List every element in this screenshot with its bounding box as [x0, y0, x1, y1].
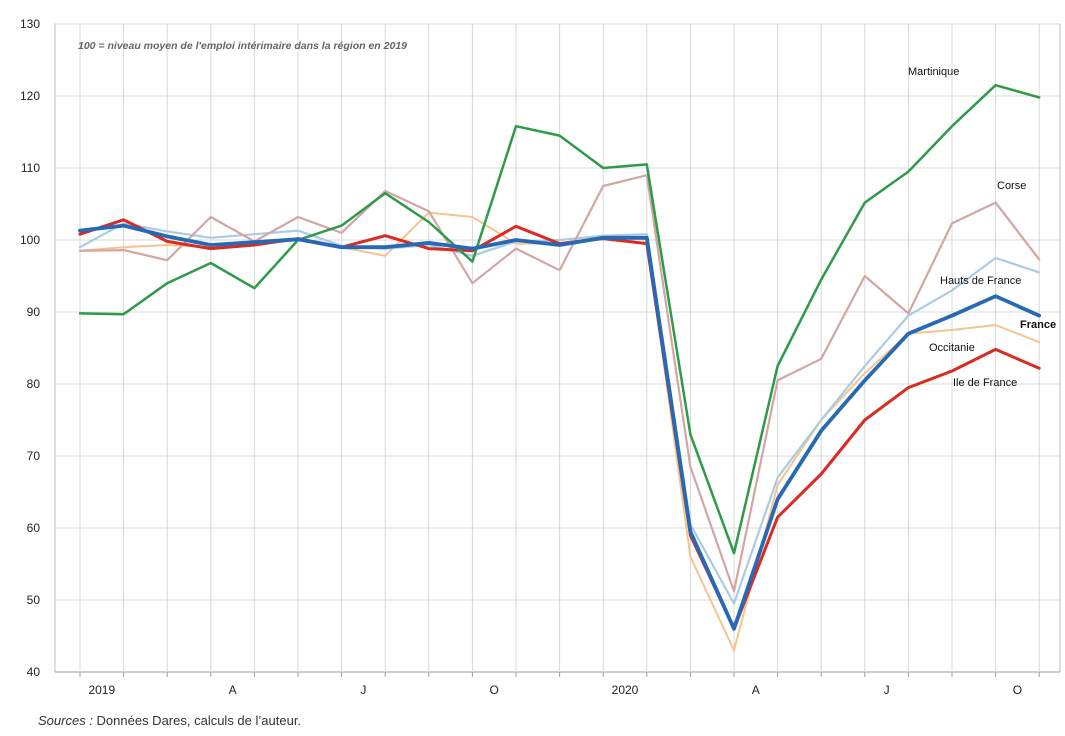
y-tick-label: 50: [27, 593, 41, 607]
y-tick-label: 100: [20, 233, 40, 247]
vertical-gridlines: [79, 24, 1040, 677]
y-tick-label: 120: [20, 89, 40, 103]
x-tick-label: 2019: [88, 683, 115, 697]
series-label-hauts-de-france: Hauts de France: [940, 275, 1021, 287]
y-tick-label: 60: [27, 521, 41, 535]
x-tick-label: J: [360, 683, 366, 697]
horizontal-gridlines: [55, 23, 1060, 673]
series-label-occitanie: Occitanie: [929, 342, 975, 354]
x-axis-tick-labels: 2019 A J O 2020 A J O: [88, 683, 1022, 697]
source-label: Sources :: [38, 713, 93, 728]
series-labels: Martinique Corse Hauts de France France Occi…: [908, 66, 1056, 389]
x-tick-label: O: [1013, 683, 1022, 697]
chart-annotation: 100 = niveau moyen de l'emploi intérimai…: [78, 40, 407, 52]
x-tick-label: J: [884, 683, 890, 697]
series-line-martinique: [78, 83, 1041, 555]
x-tick-label: A: [752, 683, 760, 697]
series-label-ile-de-france: Ile de France: [953, 377, 1017, 389]
series-line-france: [78, 223, 1042, 631]
series-line-hauts-de-france: [78, 222, 1041, 605]
source-note: Sources : Données Dares, calculs de l’au…: [38, 713, 301, 728]
y-tick-label: 70: [27, 449, 41, 463]
series-line-corse: [78, 174, 1041, 593]
series-label-corse: Corse: [997, 180, 1026, 192]
series-label-france: France: [1020, 319, 1056, 331]
y-tick-label: 80: [27, 377, 41, 391]
y-tick-label: 90: [27, 305, 41, 319]
x-tick-label: A: [229, 683, 237, 697]
x-tick-label: 2020: [612, 683, 639, 697]
y-tick-label: 130: [20, 17, 40, 31]
series-lines: [78, 83, 1042, 652]
y-tick-label: 110: [21, 161, 40, 175]
series-label-martinique: Martinique: [908, 66, 959, 78]
plot-frame: [54, 23, 1061, 673]
y-tick-label: 40: [27, 665, 41, 679]
source-text: Données Dares, calculs de l’auteur.: [92, 713, 302, 728]
y-axis-tick-labels: 40 50 60 70 80 90 100 110 120 130: [20, 17, 40, 679]
x-tick-label: O: [490, 683, 499, 697]
